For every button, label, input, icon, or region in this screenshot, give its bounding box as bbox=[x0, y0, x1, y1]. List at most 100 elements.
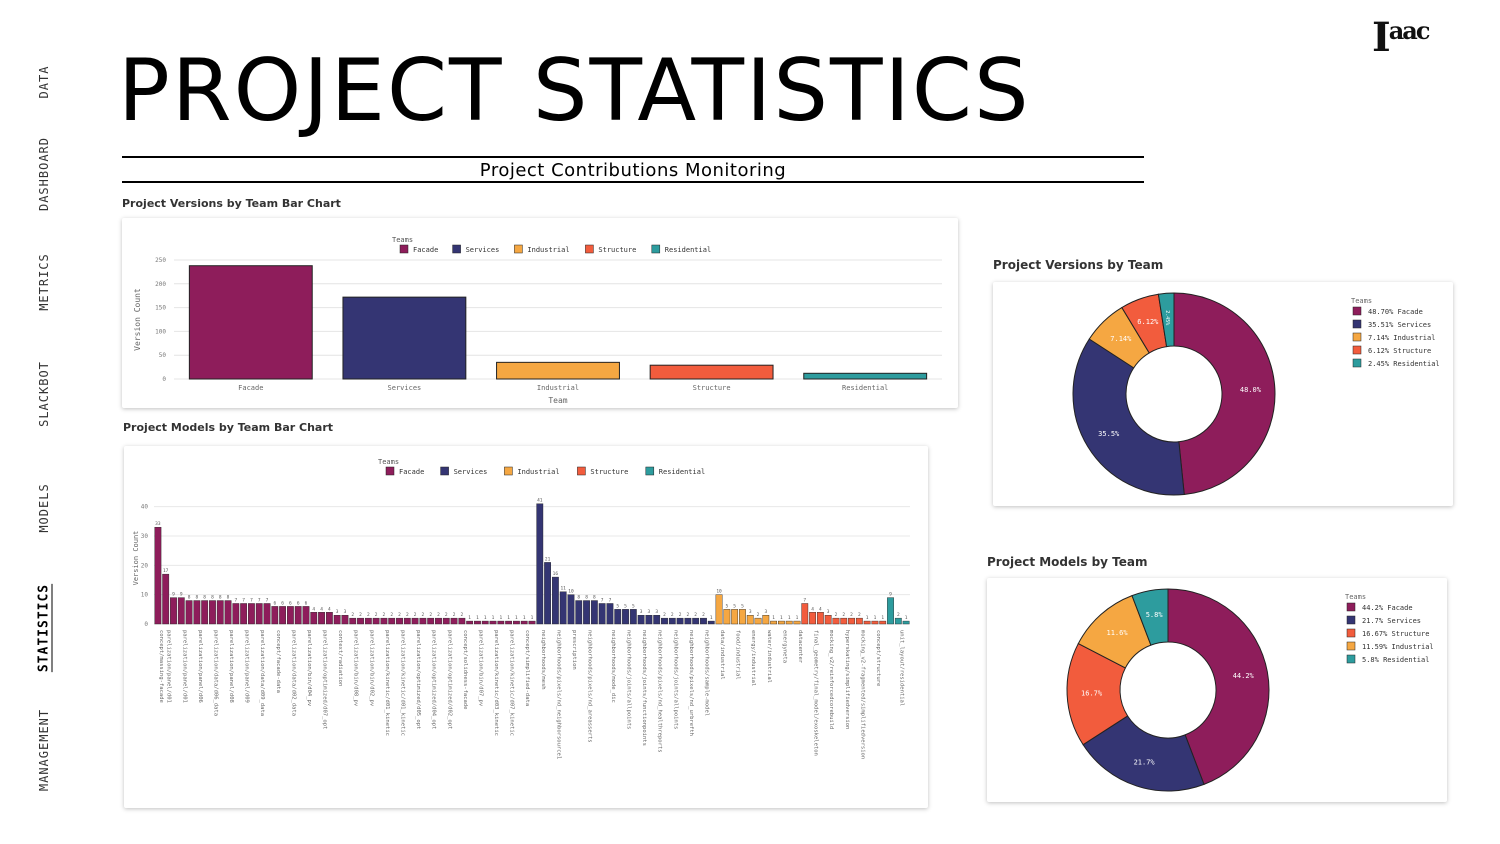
x-tick-label: parelization/kinetic/d03_kinetic bbox=[493, 630, 499, 736]
bar-value-label: 4 bbox=[328, 606, 331, 612]
legend-swatch-structure bbox=[585, 244, 594, 254]
bar bbox=[170, 597, 177, 625]
x-tick-label: parelization/bin/d04_pv bbox=[306, 630, 312, 707]
bar bbox=[388, 617, 396, 625]
x-tick-label: data/industrial bbox=[719, 630, 725, 680]
bar bbox=[271, 606, 279, 625]
x-tick-label: mocking_v2-fragmented/simplifiedversion bbox=[859, 630, 865, 759]
bar bbox=[341, 614, 349, 625]
bar-value-label: 5 bbox=[616, 603, 619, 609]
models-pie-card: 44.2% 21.7% 16.7% 11.6% 5.8% Teams 44.2% Facad… bbox=[987, 578, 1447, 802]
bar-value-label: 8 bbox=[196, 595, 199, 601]
x-tick-label: neighborhoods/pixels/nd_areasserts bbox=[587, 630, 593, 743]
bar bbox=[411, 617, 419, 625]
bar-value-label: 1 bbox=[866, 615, 869, 621]
bar bbox=[832, 617, 840, 625]
bar bbox=[567, 594, 575, 625]
bar-value-label: 2 bbox=[367, 612, 370, 618]
bar bbox=[871, 620, 879, 625]
x-tick-label: parelization/optimized/d02_opt bbox=[446, 630, 452, 729]
bar-facade bbox=[188, 265, 313, 380]
bar bbox=[746, 614, 754, 625]
title-rule-bottom bbox=[122, 181, 1144, 183]
bar bbox=[466, 620, 474, 625]
legend-label-services: Services bbox=[466, 246, 500, 254]
bar-value-label: 2 bbox=[850, 612, 853, 618]
nav-item-metrics[interactable]: METRICS bbox=[37, 253, 51, 311]
bar-value-label: 3 bbox=[827, 609, 830, 615]
bar-value-label: 10 bbox=[716, 589, 722, 595]
bar bbox=[536, 503, 544, 625]
nav-item-slackbot[interactable]: SLACKBOT bbox=[37, 361, 51, 427]
bar bbox=[450, 617, 458, 625]
bar bbox=[357, 617, 364, 625]
nav-item-dashboard[interactable]: DASHBOARD bbox=[37, 136, 51, 212]
x-tick-label: datacenter bbox=[797, 630, 803, 664]
bar-value-label: 2 bbox=[437, 612, 440, 618]
bar-value-label: 8 bbox=[585, 595, 588, 601]
legend-label-residential: 5.8% Residential bbox=[1362, 656, 1429, 664]
nav-item-management[interactable]: MANAGEMENT bbox=[37, 708, 51, 792]
legend-title: Teams bbox=[1345, 593, 1366, 601]
legend-swatch-residential bbox=[1346, 654, 1356, 664]
x-tick-label: neighborhoods/pixels/nd_healthreports bbox=[657, 630, 663, 753]
bar-value-label: 1 bbox=[881, 615, 884, 621]
bar bbox=[902, 620, 910, 625]
legend-swatch-services bbox=[452, 244, 461, 254]
bar bbox=[606, 603, 614, 625]
bar bbox=[637, 614, 645, 625]
bar-value-label: 21 bbox=[545, 556, 551, 562]
iaac-logo[interactable]: Iaac bbox=[1372, 14, 1431, 61]
bar bbox=[474, 620, 481, 625]
x-tick-label: neighborhoods/pixels/nd_urbrefth bbox=[688, 630, 694, 736]
bar bbox=[770, 620, 778, 625]
x-tick-label: parelization/kinetic/d01_kinetic bbox=[384, 630, 390, 736]
legend-label-industrial: 11.59% Industrial bbox=[1362, 643, 1434, 651]
bar bbox=[232, 603, 240, 625]
page-subtitle: Project Contributions Monitoring bbox=[479, 160, 787, 181]
x-tick-label: parelization/data/d09_data bbox=[259, 630, 265, 716]
bar bbox=[801, 603, 809, 625]
bar-value-label: 11 bbox=[560, 586, 566, 592]
bar bbox=[575, 600, 583, 625]
bar bbox=[684, 617, 692, 625]
versions-pie-card: 48.0% 35.5% 7.14% 6.12% 2.45% Teams 48.70% Fac… bbox=[993, 282, 1453, 506]
x-tick-label: water/industrial bbox=[766, 630, 772, 683]
legend-swatch-facade bbox=[385, 466, 395, 476]
bar-value-label: 3 bbox=[344, 609, 347, 615]
legend-label-facade: 48.70% Facade bbox=[1368, 308, 1423, 316]
nav-item-statistics[interactable]: STATISTICS bbox=[36, 583, 52, 673]
nav-item-data[interactable]: DATA bbox=[37, 65, 51, 99]
bar bbox=[419, 617, 427, 625]
y-tick-label: 150 bbox=[155, 305, 166, 312]
versions-bar-card: Teams Facade Services Industrial Structure Re… bbox=[122, 218, 958, 408]
bar-value-label: 8 bbox=[593, 595, 596, 601]
bar bbox=[668, 617, 676, 625]
y-tick-label: 250 bbox=[155, 257, 166, 264]
legend-label-industrial: 7.14% Industrial bbox=[1368, 334, 1435, 342]
bar-value-label: 8 bbox=[188, 595, 191, 601]
bar-value-label: 2 bbox=[897, 612, 900, 618]
x-tick-label: parelization/bin/d08_pv bbox=[353, 630, 359, 707]
bar-value-label: 4 bbox=[320, 606, 323, 612]
bar-value-label: 6 bbox=[305, 600, 308, 606]
bar bbox=[263, 603, 271, 625]
legend-label-services: 21.7% Services bbox=[1362, 617, 1421, 625]
bar bbox=[598, 603, 606, 625]
legend-swatch-services bbox=[1346, 615, 1356, 625]
legend-swatch-facade bbox=[1352, 306, 1362, 316]
legend-swatch-residential bbox=[651, 244, 661, 254]
side-nav: DATA DASHBOARD METRICS SLACKBOT MODELS S… bbox=[0, 0, 90, 844]
bar-value-label: 1 bbox=[905, 615, 908, 621]
x-tick-label: context/radiation bbox=[337, 630, 343, 686]
legend-label-structure: 6.12% Structure bbox=[1368, 347, 1431, 355]
legend-swatch-residential bbox=[1352, 358, 1362, 368]
x-tick-label: food/industrial bbox=[735, 630, 741, 680]
logo-sup: aac bbox=[1388, 16, 1431, 45]
x-tick-label: concept/solidness-facade bbox=[462, 630, 468, 709]
bar bbox=[528, 620, 536, 625]
bar bbox=[185, 600, 193, 625]
bar bbox=[193, 600, 201, 625]
nav-item-models[interactable]: MODELS bbox=[37, 483, 51, 533]
